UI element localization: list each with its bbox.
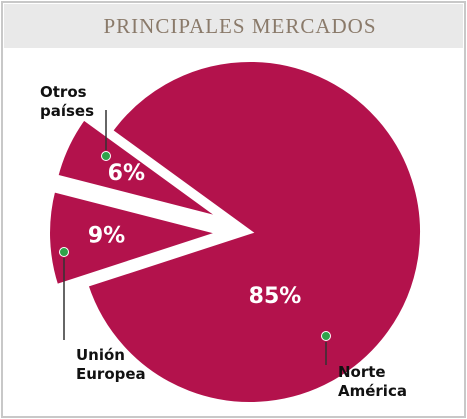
category-label: Norte América [338,363,407,400]
leader-dot [321,331,331,341]
leader-dot [59,247,69,257]
pie-slice [46,187,228,289]
value-label: 85% [249,284,302,309]
chart-title: PRINCIPALES MERCADOS [103,14,376,38]
category-label: Unión Europea [76,346,146,383]
pie-slice [53,115,225,222]
category-label: Otros países [40,83,94,120]
value-label: 9% [88,224,125,249]
pie-slice [83,58,424,406]
pie: 6% Otros países 9% Unión Europea 85% Norte Am… [40,58,424,406]
title-bar [4,4,463,48]
leader-dot [101,151,111,161]
value-label: 6% [108,161,145,186]
